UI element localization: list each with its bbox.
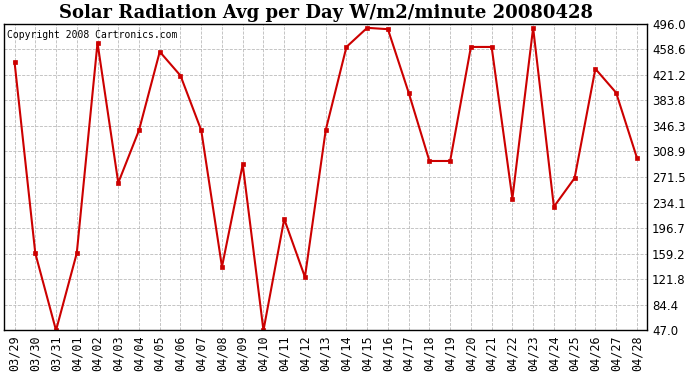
Title: Solar Radiation Avg per Day W/m2/minute 20080428: Solar Radiation Avg per Day W/m2/minute … xyxy=(59,4,593,22)
Text: Copyright 2008 Cartronics.com: Copyright 2008 Cartronics.com xyxy=(8,30,178,40)
